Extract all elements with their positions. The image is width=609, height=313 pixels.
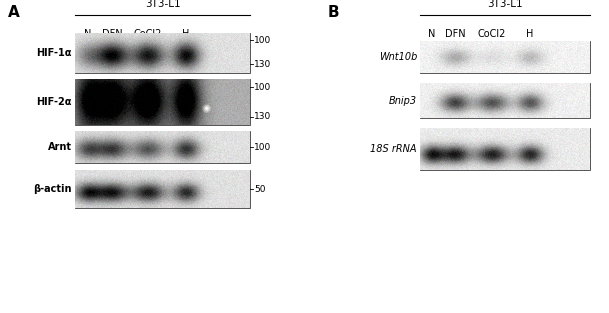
Text: 3T3-L1: 3T3-L1 bbox=[487, 0, 523, 9]
Bar bbox=[420, 128, 590, 170]
Bar bbox=[75, 131, 250, 163]
Text: Arnt: Arnt bbox=[48, 142, 72, 152]
Text: N: N bbox=[428, 29, 435, 39]
Text: DFN: DFN bbox=[102, 29, 122, 39]
Text: HIF-1α: HIF-1α bbox=[37, 48, 72, 58]
Bar bbox=[75, 170, 250, 208]
Bar bbox=[420, 41, 590, 73]
Text: HIF-2α: HIF-2α bbox=[37, 97, 72, 107]
Text: 100: 100 bbox=[254, 36, 271, 45]
Text: A: A bbox=[8, 5, 19, 20]
Text: 3T3-L1: 3T3-L1 bbox=[145, 0, 180, 9]
Text: 130: 130 bbox=[254, 60, 271, 69]
Bar bbox=[75, 79, 250, 125]
Text: Bnip3: Bnip3 bbox=[389, 96, 417, 106]
Text: 100: 100 bbox=[254, 83, 271, 92]
Text: CoCl2: CoCl2 bbox=[134, 29, 162, 39]
Bar bbox=[75, 33, 250, 73]
Text: DFN: DFN bbox=[445, 29, 465, 39]
Text: CoCl2: CoCl2 bbox=[478, 29, 506, 39]
Text: β-actin: β-actin bbox=[33, 184, 72, 194]
Text: 18S rRNA: 18S rRNA bbox=[370, 144, 417, 154]
Text: B: B bbox=[328, 5, 340, 20]
Text: 50: 50 bbox=[254, 184, 266, 193]
Text: Wnt10b: Wnt10b bbox=[379, 52, 417, 62]
Text: H: H bbox=[526, 29, 533, 39]
Text: 130: 130 bbox=[254, 112, 271, 121]
Bar bbox=[420, 83, 590, 118]
Text: N: N bbox=[84, 29, 92, 39]
Text: H: H bbox=[182, 29, 189, 39]
Text: 100: 100 bbox=[254, 142, 271, 151]
